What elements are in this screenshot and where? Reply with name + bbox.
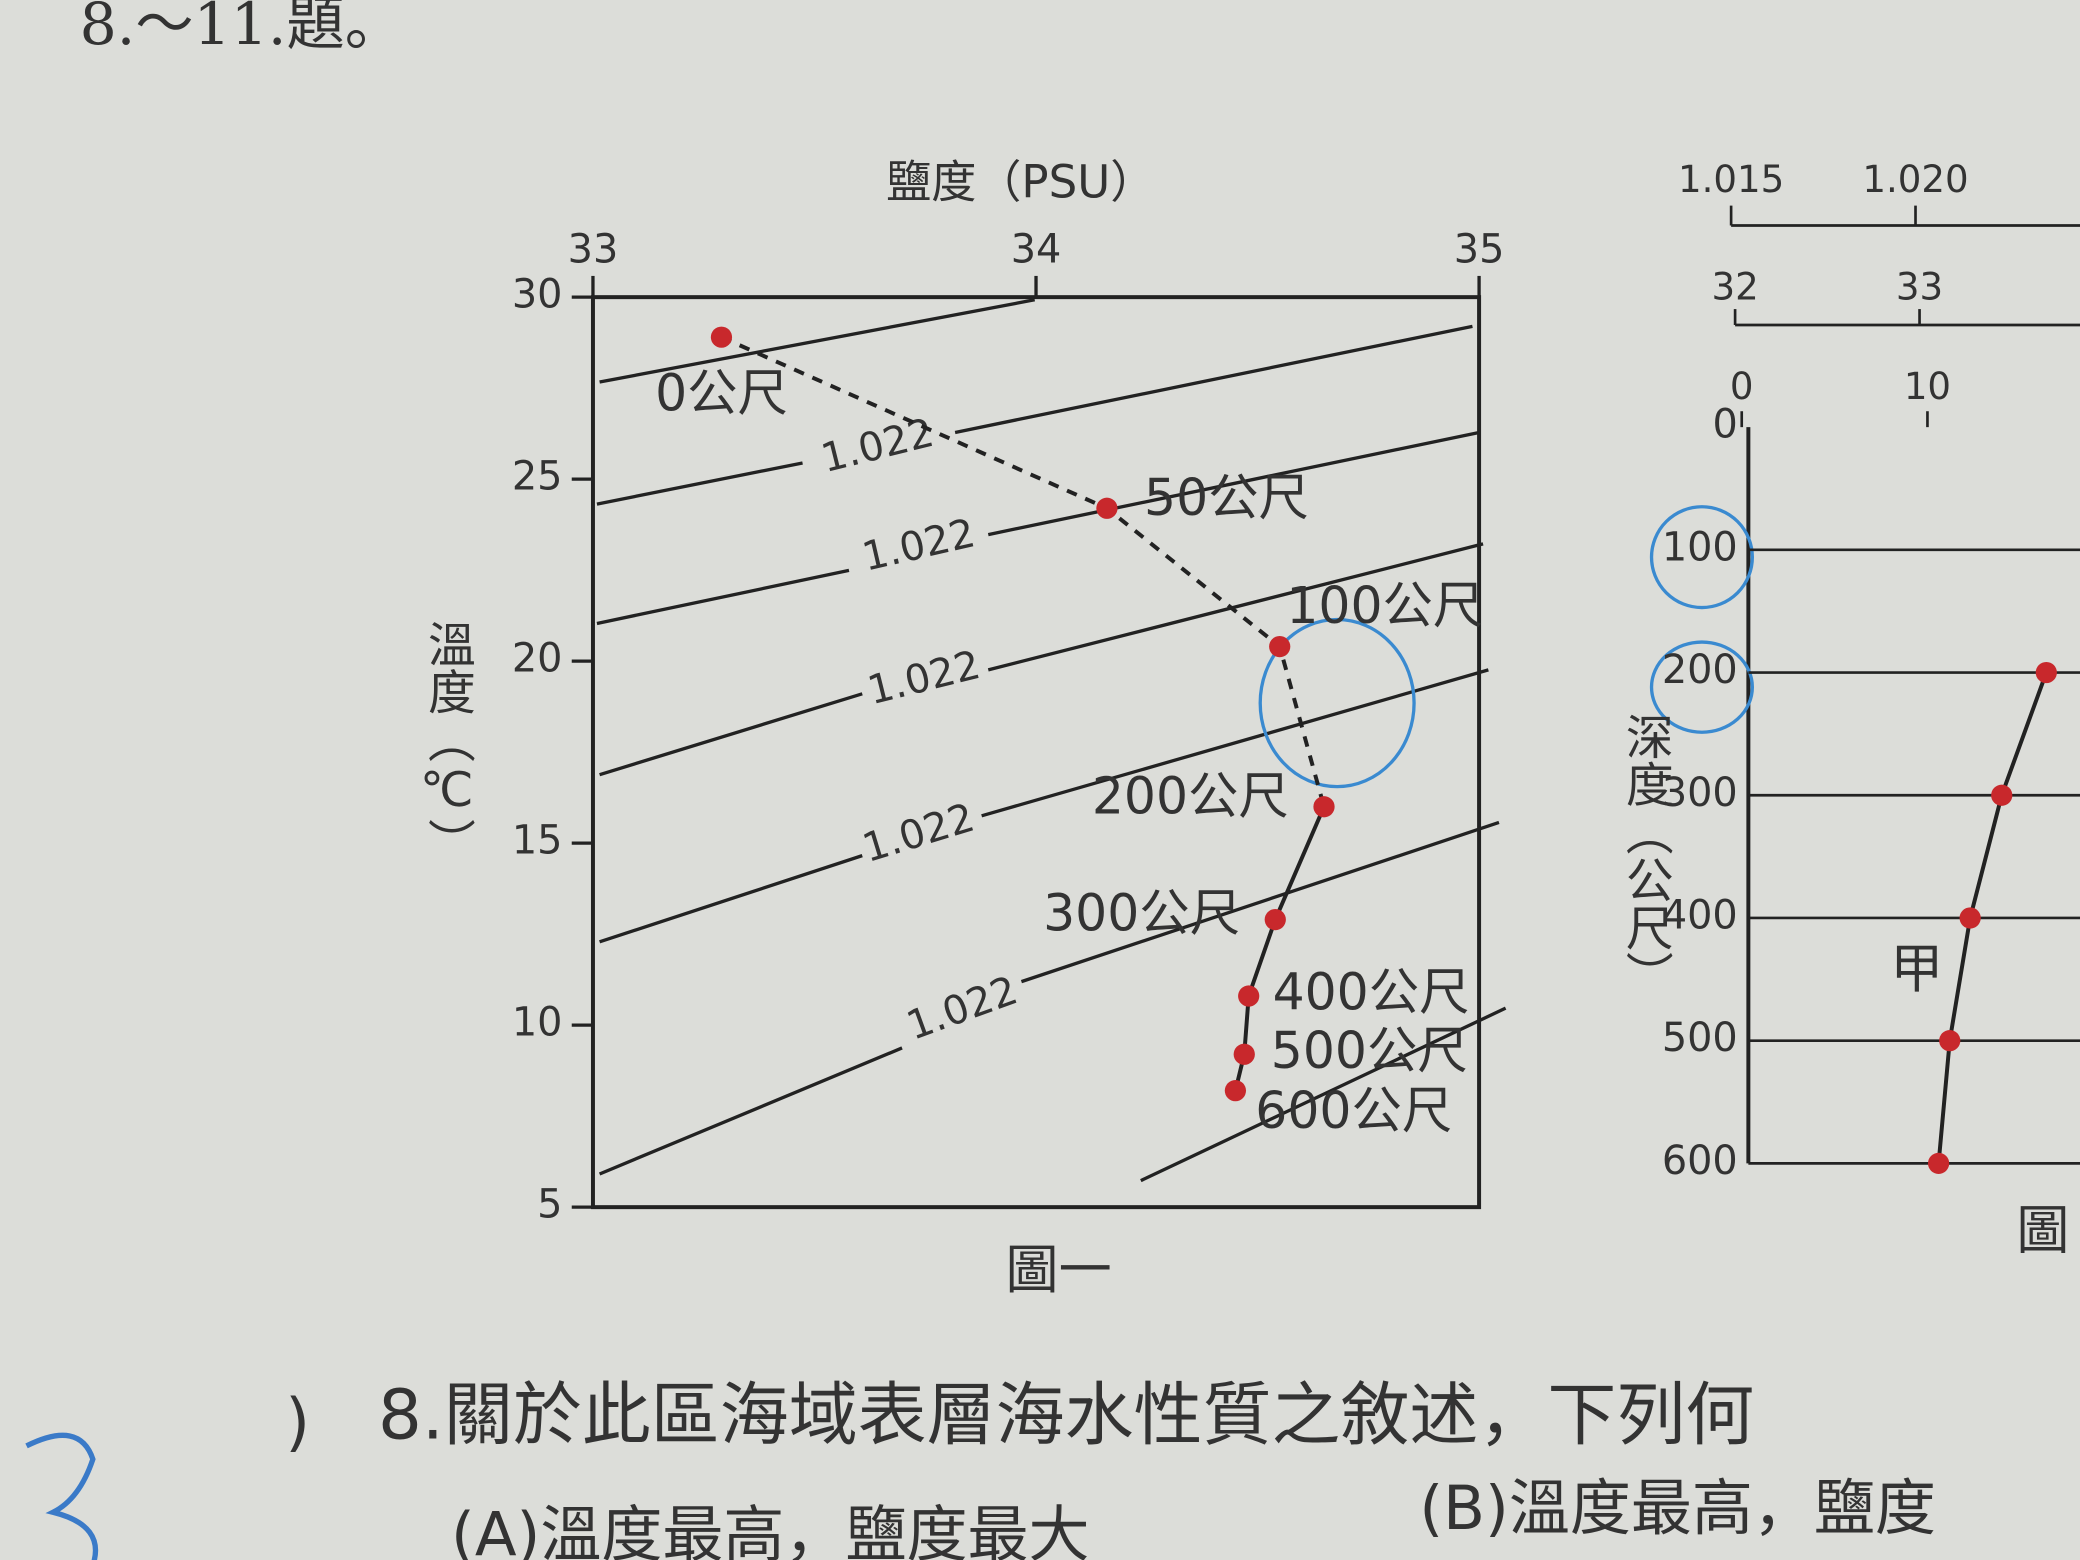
- hand-circle: [1649, 505, 1755, 610]
- y-tick-label: 500: [1662, 1015, 1738, 1061]
- x-tick-label: 33: [1896, 266, 1943, 309]
- handwriting: [25, 1432, 99, 1560]
- x-tick-label: 35: [1454, 227, 1505, 273]
- data-point: [2035, 661, 2057, 684]
- point-label: 400公尺: [1273, 963, 1470, 1022]
- data-point: [1991, 784, 2013, 806]
- x-axis-title: 鹽度（PSU）: [886, 156, 1155, 209]
- x-tick-label: 34: [1011, 227, 1062, 273]
- data-point: [1264, 908, 1286, 931]
- question: 8.關於此區海域表層海水性質之敘述，下列何: [378, 1375, 1754, 1455]
- y-tick-label: 600: [1662, 1138, 1738, 1184]
- option-a: (A)溫度最高，鹽度最大: [451, 1499, 1090, 1560]
- isolines: [596, 298, 1507, 1183]
- data-point: [1233, 1043, 1255, 1065]
- y-axis-title: 溫度（℃）: [419, 620, 474, 866]
- data-point: [1313, 796, 1335, 818]
- x-tick-label: 10: [1904, 365, 1951, 408]
- x-tick-label: 32: [1711, 266, 1758, 309]
- data-point: [1269, 635, 1291, 658]
- point-label: 200公尺: [1092, 767, 1289, 826]
- data-point: [1959, 907, 1981, 929]
- point-label: 500公尺: [1271, 1021, 1468, 1080]
- data-point: [1096, 497, 1118, 519]
- annotation: 甲: [1890, 938, 1943, 1000]
- x-tick-label: 33: [568, 227, 619, 273]
- question-paren: ): [285, 1386, 310, 1460]
- hand-circle: [1649, 640, 1755, 734]
- option-b: (B)溫度最高，鹽度: [1419, 1473, 1936, 1544]
- data-point: [1224, 1080, 1247, 1102]
- y-tick-label: 0: [1712, 402, 1737, 448]
- y-tick-label: 15: [512, 818, 563, 864]
- point-label: 0公尺: [655, 363, 788, 422]
- y-tick-label: 25: [512, 454, 563, 500]
- y-tick-label: 10: [512, 1000, 563, 1046]
- data-point: [1238, 985, 1260, 1007]
- y-tick-label: 30: [512, 272, 563, 318]
- x-tick-label: 1.020: [1862, 158, 1968, 201]
- chart-title: 圖一: [1006, 1239, 1112, 1301]
- profile-line: [720, 335, 1326, 808]
- chart-title: 圖: [2016, 1199, 2069, 1261]
- header: 8.～11.題。: [80, 0, 404, 58]
- point-label: 100公尺: [1286, 576, 1483, 635]
- y-tick-label: 400: [1662, 892, 1738, 938]
- y-tick-label: 5: [537, 1182, 562, 1228]
- y-tick-label: 300: [1662, 770, 1738, 816]
- y-tick-label: 20: [512, 636, 563, 682]
- y-axis-title: 深度（公尺）: [1617, 712, 1672, 999]
- data-point: [710, 326, 733, 348]
- point-label: 300公尺: [1043, 883, 1240, 942]
- y-tick-label: 100: [1662, 524, 1738, 570]
- data-point: [1939, 1030, 1961, 1052]
- data-point: [1927, 1152, 1950, 1174]
- point-label: 600公尺: [1255, 1081, 1452, 1140]
- hand-circle: [1258, 617, 1416, 789]
- x-tick-label: 1.015: [1678, 158, 1784, 201]
- point-label: 50公尺: [1144, 468, 1309, 527]
- y-tick-label: 200: [1662, 647, 1738, 693]
- x-tick-label: 0: [1730, 365, 1754, 408]
